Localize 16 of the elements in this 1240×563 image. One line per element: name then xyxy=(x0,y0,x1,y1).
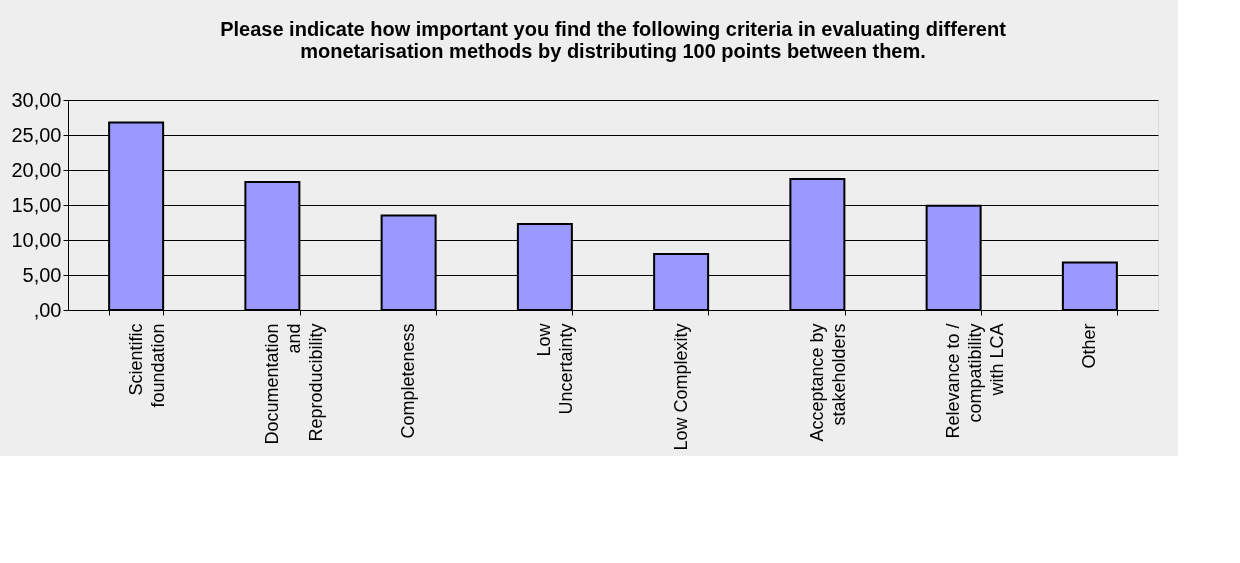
x-tick-label: Scientific foundation xyxy=(125,323,168,408)
x-tick-label: Other xyxy=(1079,323,1100,369)
x-tick-label: Low Complexity xyxy=(670,323,691,451)
y-tick-label: 20,00 xyxy=(11,158,62,181)
y-tick-label: 5,00 xyxy=(22,263,62,286)
y-tick-label: 10,00 xyxy=(11,228,62,251)
x-tick-label: Acceptance by stakeholders xyxy=(806,323,849,442)
text: monetarisation methods by distributing 100 points between them. xyxy=(300,40,926,62)
x-tick-label: Relevance to / compatibility with LCA xyxy=(943,323,1008,439)
x-tick-label: Completeness xyxy=(398,323,419,439)
y-tick-label: 15,00 xyxy=(11,193,62,216)
y-tick-label: ,00 xyxy=(33,298,62,321)
x-tick-label: Low Uncertainty xyxy=(534,322,577,415)
y-tick-label: 30,00 xyxy=(11,88,62,111)
text: Please indicate how important you find the following criteria in evaluating different xyxy=(220,18,1006,40)
y-tick-label: 25,00 xyxy=(11,123,62,146)
